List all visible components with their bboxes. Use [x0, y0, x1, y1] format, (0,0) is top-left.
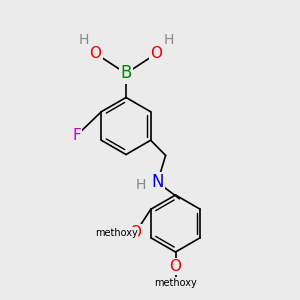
Text: H: H: [136, 178, 146, 192]
Text: B: B: [120, 64, 132, 82]
Text: methoxy: methoxy: [95, 227, 137, 238]
Text: methoxy: methoxy: [154, 278, 197, 288]
Text: O: O: [89, 46, 101, 61]
Text: H: H: [78, 33, 88, 46]
Text: N: N: [151, 173, 164, 191]
Text: O: O: [169, 259, 181, 274]
Text: H: H: [164, 33, 174, 46]
Text: O: O: [130, 225, 142, 240]
Text: O: O: [151, 46, 163, 61]
Text: F: F: [72, 128, 81, 143]
